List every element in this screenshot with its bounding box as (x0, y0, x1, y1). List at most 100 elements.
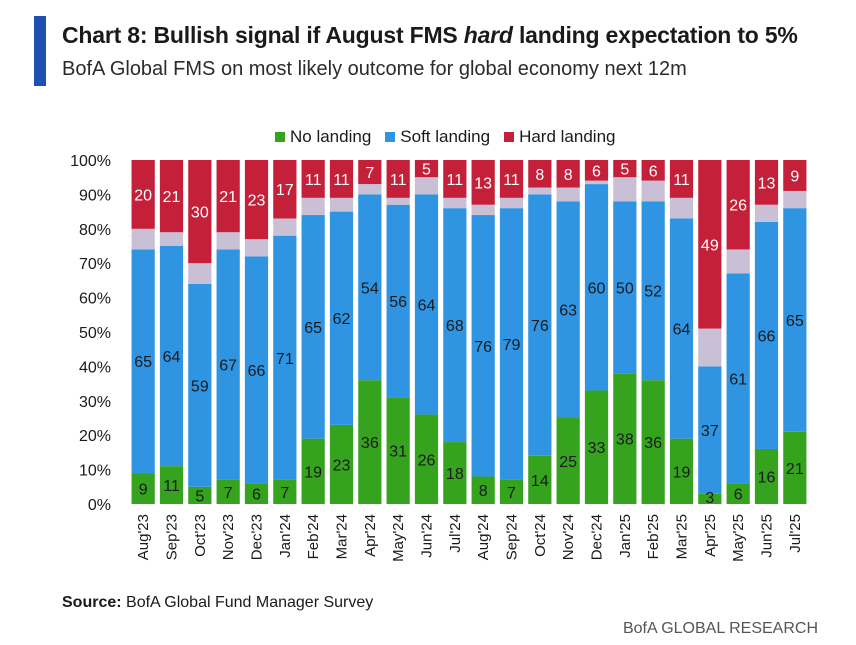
bar-segment-no-landing (783, 431, 807, 504)
bar-segment-no-landing (641, 380, 665, 504)
bar-segment-soft-landing (358, 194, 382, 381)
x-tick-label: Oct'24 (532, 514, 549, 557)
bar-segment-no-landing (754, 448, 779, 504)
data-label: 7 (280, 485, 289, 502)
data-label: 30 (191, 205, 209, 222)
data-label: 63 (559, 303, 577, 320)
data-label: 13 (758, 175, 776, 192)
x-tick-label: May'25 (730, 514, 747, 562)
bar-segment-soft-landing (641, 201, 665, 381)
y-tick-label: 0% (88, 497, 111, 514)
source-note: Source: BofA Global Fund Manager Survey (62, 594, 374, 611)
bar-segment-hard-landing (584, 160, 609, 181)
bar-segment-hard-landing (301, 160, 325, 198)
data-label: 11 (447, 172, 464, 189)
data-label: 21 (163, 189, 181, 206)
x-tick-label: Oct'23 (192, 514, 209, 557)
bar-segment-no-landing (131, 473, 155, 504)
y-tick-label: 80% (79, 222, 111, 239)
data-label: 59 (191, 378, 209, 395)
chart-subtitle: BofA Global FMS on most likely outcome f… (62, 58, 687, 80)
x-tick-label: Dec'23 (249, 514, 266, 560)
bar-segment-other (698, 328, 722, 367)
data-label: 11 (163, 478, 180, 495)
y-tick-label: 100% (70, 153, 111, 170)
data-label: 26 (729, 198, 747, 215)
bar-segment-soft-landing (131, 249, 155, 474)
data-label: 11 (673, 172, 690, 189)
bar-segment-no-landing (329, 424, 354, 504)
y-tick-label: 10% (79, 463, 111, 480)
data-label: 79 (503, 337, 521, 354)
title-accent-bar (34, 16, 46, 86)
bar-segment-no-landing (358, 380, 382, 504)
bar-segment-other (641, 180, 665, 202)
data-label: 3 (705, 490, 714, 507)
bar-segment-soft-landing (726, 273, 750, 484)
bar-segment-soft-landing (301, 215, 325, 439)
bar-segment-hard-landing (556, 160, 580, 188)
bar-segment-soft-landing (754, 221, 779, 449)
bar-segment-no-landing (216, 479, 240, 504)
bar-segment-no-landing (301, 438, 325, 504)
bar-segment-soft-landing (414, 194, 439, 415)
data-label: 7 (365, 165, 374, 182)
bar-segment-hard-landing (273, 160, 297, 219)
legend-swatch-hard-landing (504, 132, 515, 142)
bar-segment-hard-landing (414, 160, 439, 178)
bar-segment-other (499, 197, 524, 209)
chart-title: Chart 8: Bullish signal if August FMS ha… (62, 22, 798, 48)
bar-segment-other (726, 249, 750, 274)
y-tick-label: 30% (79, 394, 111, 411)
x-tick-label: Mar'25 (674, 514, 691, 559)
data-label: 67 (219, 358, 237, 375)
bar-segment-no-landing (499, 479, 524, 504)
bar-segment-hard-landing (698, 160, 722, 329)
bar-segment-other (273, 218, 297, 236)
x-tick-label: May'24 (390, 514, 407, 562)
bar-segment-other (159, 232, 184, 246)
legend-swatch-no-landing (275, 132, 285, 142)
bar-segment-hard-landing (386, 160, 410, 198)
data-label: 19 (304, 464, 322, 481)
data-label: 5 (422, 162, 431, 179)
bar-segment-hard-landing (358, 160, 382, 185)
x-tick-label: Feb'24 (305, 514, 322, 559)
data-label: 54 (361, 280, 379, 297)
bar-segment-other (754, 204, 779, 222)
data-label: 65 (134, 354, 152, 371)
data-label: 64 (673, 322, 691, 339)
data-label: 7 (224, 485, 233, 502)
x-tick-label: Aug'24 (475, 514, 492, 560)
bar-segment-soft-landing (443, 208, 467, 443)
x-tick-label: Jun'24 (419, 514, 436, 558)
data-label: 8 (479, 483, 488, 500)
data-label: 11 (305, 172, 322, 189)
data-label: 68 (446, 318, 464, 335)
data-label: 7 (507, 485, 516, 502)
bar-segment-no-landing (273, 479, 297, 504)
data-label: 65 (304, 320, 322, 337)
bar-segment-hard-landing (244, 160, 269, 240)
bar-segment-soft-landing (273, 235, 297, 480)
x-tick-label: Nov'23 (220, 514, 237, 560)
bar-segment-soft-landing (244, 256, 269, 484)
y-tick-label: 40% (79, 359, 111, 376)
bar-segment-no-landing (471, 476, 495, 504)
data-label: 66 (248, 363, 266, 380)
data-label: 14 (531, 473, 549, 490)
y-tick-label: 60% (79, 291, 111, 308)
bar-segment-hard-landing (159, 160, 184, 233)
bar-segment-hard-landing (641, 160, 665, 181)
bar-segment-hard-landing (499, 160, 524, 198)
bar-segment-hard-landing (471, 160, 495, 205)
bar-segment-hard-landing (754, 160, 779, 205)
bar-segment-other (188, 263, 212, 284)
bar-segment-other (301, 197, 325, 216)
data-label: 26 (418, 452, 436, 469)
data-label: 25 (559, 454, 577, 471)
y-tick-label: 20% (79, 428, 111, 445)
data-label: 8 (564, 167, 573, 184)
data-label: 23 (248, 193, 266, 210)
